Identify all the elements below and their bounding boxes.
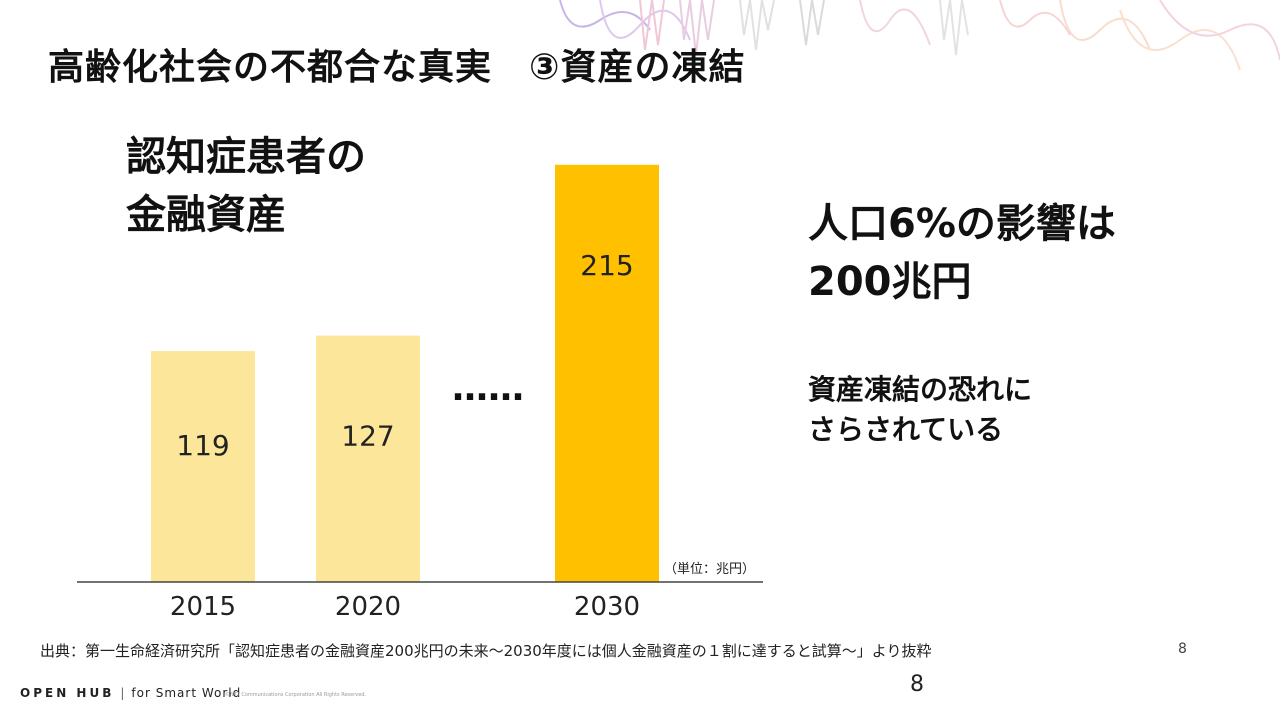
x-tick-label-2030: 2030 bbox=[574, 592, 640, 622]
brand-tagline: for Smart World bbox=[131, 686, 242, 700]
subheadline: 資産凍結の恐れに さらされている bbox=[808, 370, 1032, 450]
chart-unit-label: （単位：兆円） bbox=[664, 562, 756, 577]
brand-logo: OPEN HUB bbox=[20, 686, 115, 700]
data-label-2015: 119 bbox=[176, 429, 229, 462]
data-label-2020: 127 bbox=[341, 420, 394, 453]
bar-2020 bbox=[316, 335, 420, 582]
headline-line-2: 200兆円 bbox=[808, 259, 972, 305]
footer-brand: OPEN HUB | for Smart World bbox=[20, 686, 241, 700]
bar-2030 bbox=[555, 164, 659, 582]
bar-2015 bbox=[151, 351, 255, 582]
chart-title-line-2: 金融資産 bbox=[126, 192, 286, 238]
brand-separator: | bbox=[120, 686, 126, 700]
copyright-notice: ©NTT Communications Corporation All Righ… bbox=[225, 692, 367, 698]
decorative-wave-graphic bbox=[559, 0, 1280, 71]
page-number-small: 8 bbox=[1178, 641, 1187, 657]
axis-gap-marker: …… bbox=[452, 368, 524, 409]
headline-line-1: 人口6%の影響は bbox=[808, 201, 1116, 247]
page-number: 8 bbox=[910, 672, 924, 697]
chart-title: 認知症患者の 金融資産 bbox=[126, 128, 366, 244]
subheadline-line-1: 資産凍結の恐れに bbox=[808, 373, 1033, 406]
source-citation: 出典：第一生命経済研究所「認知症患者の金融資産200兆円の未来～2030年度には… bbox=[40, 642, 932, 660]
x-tick-label-2015: 2015 bbox=[170, 592, 236, 622]
chart-title-line-1: 認知症患者の bbox=[126, 134, 366, 180]
x-tick-label-2020: 2020 bbox=[335, 592, 401, 622]
headline: 人口6%の影響は 200兆円 bbox=[808, 195, 1116, 311]
data-label-2030: 215 bbox=[580, 249, 633, 282]
subheadline-line-2: さらされている bbox=[808, 413, 1004, 446]
page-title: 高齢化社会の不都合な真実 ③資産の凍結 bbox=[48, 47, 746, 88]
